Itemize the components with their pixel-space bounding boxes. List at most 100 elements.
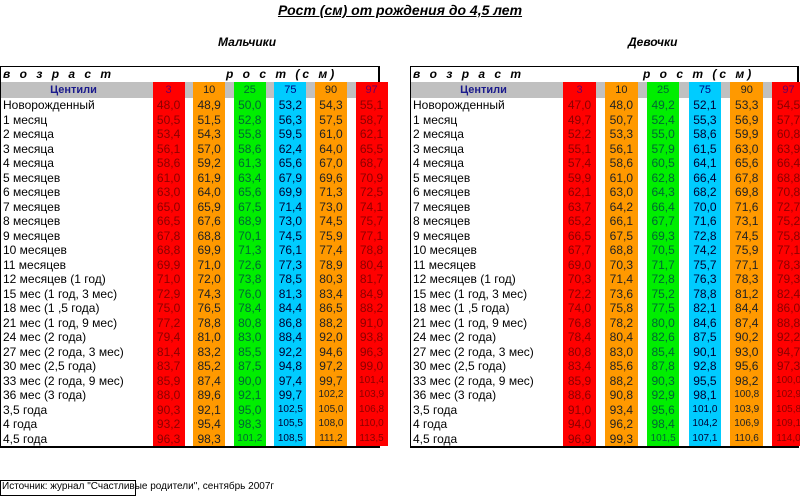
table-row: 5 месяцев 59,9 61,0 62,8 66,4 67,8 68,8 bbox=[411, 170, 800, 185]
height-cell-p75: 86,8 bbox=[274, 315, 307, 330]
height-cell-p3: 48,0 bbox=[152, 98, 185, 113]
height-cell-p90: 106,9 bbox=[730, 417, 763, 432]
height-cell-p3: 65,2 bbox=[563, 214, 596, 229]
height-cell-p10: 78,8 bbox=[193, 315, 226, 330]
table-row: 6 месяцев 62,1 63,0 64,3 68,2 69,8 70,8 bbox=[411, 185, 800, 200]
height-cell-p75: 76,3 bbox=[688, 272, 722, 287]
height-cell-p25: 92,1 bbox=[233, 388, 266, 403]
height-cell-p25: 95,0 bbox=[233, 402, 266, 417]
height-cell-p25: 75,2 bbox=[646, 286, 680, 301]
height-cell-p90: 61,0 bbox=[314, 127, 347, 142]
centile-header-90: 90 bbox=[314, 82, 347, 98]
height-cell-p3: 61,0 bbox=[152, 170, 185, 185]
height-cell-p97: 79,3 bbox=[772, 272, 800, 287]
height-cell-p10: 87,4 bbox=[193, 373, 226, 388]
height-cell-p90: 95,6 bbox=[730, 359, 763, 374]
height-cell-p75: 53,2 bbox=[274, 98, 307, 113]
height-cell-p97: 92,2 bbox=[772, 330, 800, 345]
height-cell-p90: 63,0 bbox=[730, 141, 763, 156]
height-cell-p97: 99,0 bbox=[355, 359, 388, 374]
age-label: 2 месяца bbox=[413, 127, 464, 141]
boys-height-table: в о з р а с т р о с т (с м) Центили 3 10 25… bbox=[0, 66, 388, 448]
age-label: 4 года bbox=[413, 417, 448, 431]
height-cell-p75: 90,1 bbox=[688, 344, 722, 359]
height-cell-p90: 99,7 bbox=[314, 373, 347, 388]
height-cell-p3: 63,7 bbox=[563, 199, 596, 214]
height-cell-p90: 71,3 bbox=[314, 185, 347, 200]
age-label: 36 мес (3 года) bbox=[3, 388, 87, 402]
height-cell-p90: 53,3 bbox=[730, 98, 763, 113]
table-header: в о з р а с т р о с т (с м) bbox=[411, 67, 797, 82]
height-cell-p90: 88,2 bbox=[314, 315, 347, 330]
age-label: 4,5 года bbox=[3, 431, 48, 446]
age-label: Новорожденный bbox=[413, 98, 505, 112]
table-row: 18 мес (1 ,5 года) 75,0 76,5 78,4 84,4 86,5 88… bbox=[1, 301, 388, 316]
table-row: 4 месяца 58,6 59,2 61,3 65,6 67,0 68,7 bbox=[1, 156, 388, 171]
age-label: 11 месяцев bbox=[3, 257, 66, 272]
height-cell-p97: 68,8 bbox=[772, 170, 800, 185]
height-cell-p90: 74,5 bbox=[314, 214, 347, 229]
height-cell-p3: 94,0 bbox=[563, 417, 596, 432]
height-cell-p3: 79,4 bbox=[152, 330, 185, 345]
height-cell-p3: 90,3 bbox=[152, 402, 185, 417]
height-cell-p25: 80,0 bbox=[646, 315, 680, 330]
height-cell-p3: 57,4 bbox=[563, 156, 596, 171]
centiles-label: Центили bbox=[50, 84, 97, 96]
age-label: 18 мес (1 ,5 года) bbox=[413, 301, 510, 315]
height-cell-p90: 71,6 bbox=[730, 199, 763, 214]
height-cell-p97: 106,8 bbox=[355, 402, 388, 417]
height-cell-p75: 59,5 bbox=[274, 127, 307, 142]
height-cell-p3: 49,7 bbox=[563, 112, 596, 127]
height-cell-p97: 84,9 bbox=[355, 286, 388, 301]
height-cell-p10: 64,0 bbox=[193, 185, 226, 200]
height-cell-p10: 85,2 bbox=[193, 359, 226, 374]
table-row: 7 месяцев 63,7 64,2 66,4 70,0 71,6 72,7 bbox=[411, 199, 800, 214]
age-label: 2 месяца bbox=[3, 127, 54, 141]
age-label: 36 мес (3 года) bbox=[413, 388, 497, 402]
height-cell-p10: 71,0 bbox=[193, 257, 226, 272]
table-row: 15 мес (1 год, 3 мес) 72,2 73,6 75,2 78,8 81,… bbox=[411, 286, 800, 301]
height-cell-p25: 76,0 bbox=[233, 286, 266, 301]
height-cell-p75: 61,5 bbox=[688, 141, 722, 156]
height-cell-p3: 72,9 bbox=[152, 286, 185, 301]
height-cell-p25: 71,3 bbox=[233, 243, 266, 258]
height-cell-p25: 57,9 bbox=[646, 141, 680, 156]
height-cell-p3: 85,9 bbox=[563, 373, 596, 388]
height-cell-p3: 69,9 bbox=[152, 257, 185, 272]
height-cell-p3: 81,4 bbox=[152, 344, 185, 359]
height-cell-p97: 55,1 bbox=[355, 98, 388, 113]
table-row: 10 месяцев 68,8 69,9 71,3 76,1 77,4 78,8 bbox=[1, 243, 388, 258]
age-label: 12 месяцев (1 год) bbox=[3, 272, 106, 286]
height-cell-p25: 90,0 bbox=[233, 373, 266, 388]
height-cell-p97: 93,8 bbox=[355, 330, 388, 345]
height-cell-p3: 69,0 bbox=[563, 257, 596, 272]
height-cell-p25: 101,5 bbox=[646, 431, 680, 446]
table-header: в о з р а с т р о с т (с м) bbox=[1, 67, 378, 82]
girls-height-table: в о з р а с т р о с т (с м) Центили 3 10 25… bbox=[410, 66, 800, 448]
height-cell-p75: 95,5 bbox=[688, 373, 722, 388]
table-row: 36 мес (3 года) 88,0 89,6 92,1 99,7 102,2 103,… bbox=[1, 388, 388, 403]
height-cell-p25: 60,5 bbox=[646, 156, 680, 171]
height-cell-p10: 66,1 bbox=[605, 214, 638, 229]
height-cell-p97: 78,8 bbox=[355, 243, 388, 258]
height-cell-p75: 77,3 bbox=[274, 257, 307, 272]
height-cell-p90: 75,9 bbox=[314, 228, 347, 243]
age-label: 27 мес (2 года, 3 мес) bbox=[413, 344, 534, 359]
height-cell-p10: 90,8 bbox=[605, 388, 638, 403]
height-cell-p25: 98,3 bbox=[233, 417, 266, 432]
age-label: 24 мес (2 года) bbox=[3, 330, 87, 344]
height-cell-p90: 78,3 bbox=[730, 272, 763, 287]
table-row: 1 месяц 50,5 51,5 52,8 56,3 57,5 58,7 bbox=[1, 112, 388, 127]
height-cell-p25: 63,4 bbox=[233, 170, 266, 185]
height-cell-p97: 77,1 bbox=[355, 228, 388, 243]
table-row: 3 месяца 56,1 57,0 58,6 62,4 64,0 65,5 bbox=[1, 141, 388, 156]
height-cell-p75: 70,0 bbox=[688, 199, 722, 214]
table-row: Новорожденный 48,0 48,9 50,0 53,2 54,3 55,1 bbox=[1, 98, 388, 113]
height-cell-p75: 102,5 bbox=[274, 402, 307, 417]
table-row: 4 года 94,0 96,2 98,4 104,2 106,9 109,1 bbox=[411, 417, 800, 432]
height-cell-p90: 77,4 bbox=[314, 243, 347, 258]
age-label: 8 месяцев bbox=[3, 214, 61, 228]
height-cell-p90: 97,2 bbox=[314, 359, 347, 374]
height-cell-p10: 61,9 bbox=[193, 170, 226, 185]
height-cell-p25: 61,3 bbox=[233, 156, 266, 171]
